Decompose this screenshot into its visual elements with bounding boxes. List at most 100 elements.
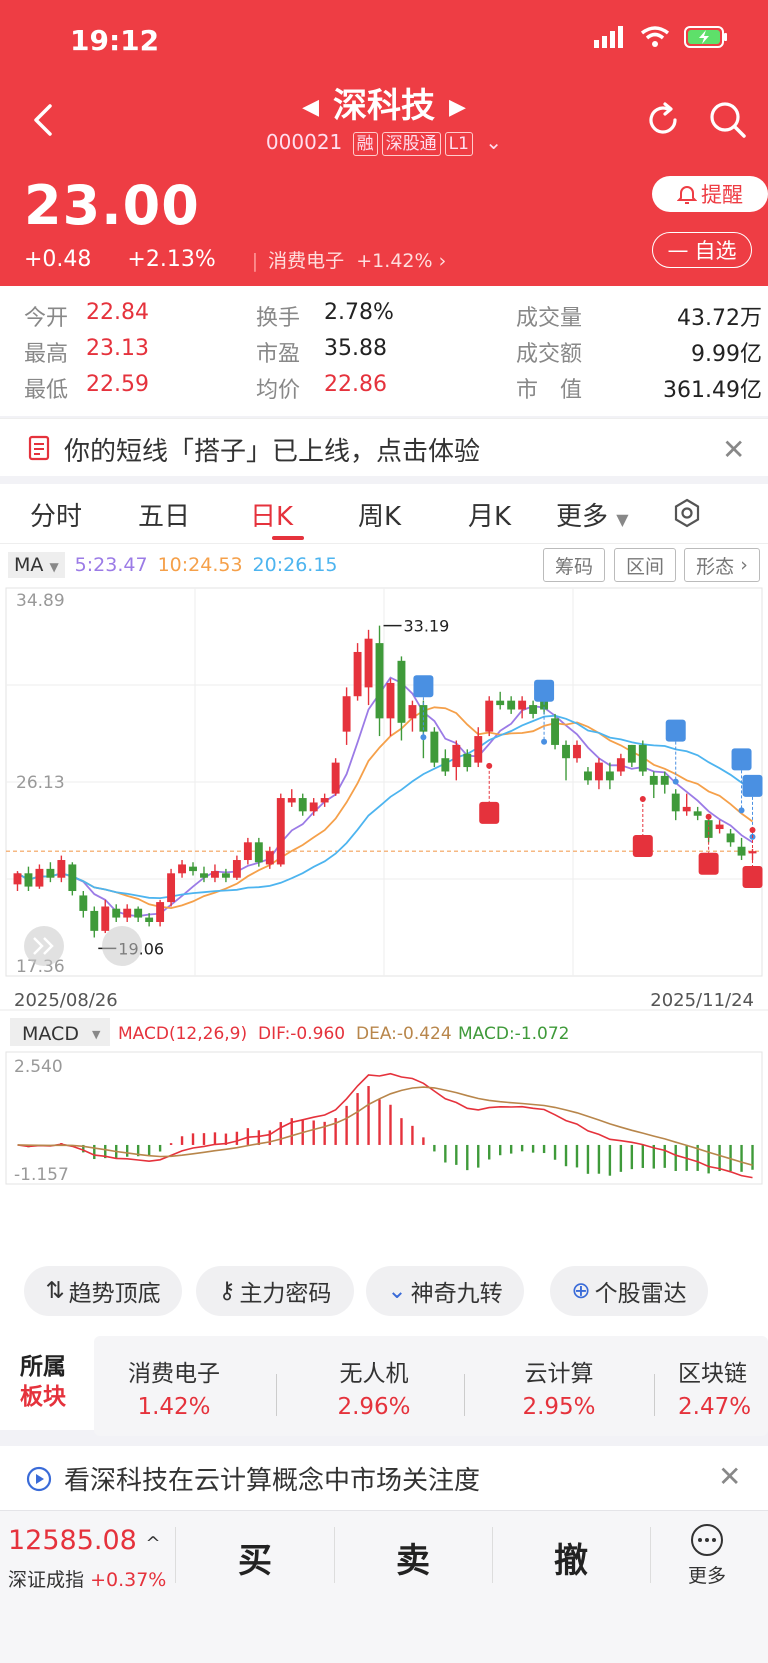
sell-signal-marker: [665, 719, 686, 742]
macd-selector-bg: [10, 1018, 110, 1046]
scroll-left-icon: [24, 926, 64, 966]
chips-button[interactable]: 筹码: [543, 548, 605, 582]
chart-tabs: 分时 五日 日K 周K 月K 更多 ▼: [0, 484, 768, 544]
stat-value: 43.72万: [677, 306, 762, 331]
settings-icon[interactable]: [672, 498, 702, 528]
tab-weekly-k[interactable]: 周K: [358, 502, 402, 532]
macd-params: MACD(12,26,9): [118, 1024, 247, 1044]
stock-radar-label: 个股雷达: [594, 1281, 687, 1307]
wifi-icon: [640, 26, 670, 47]
sector-item[interactable]: 无人机 2.96%: [294, 1354, 454, 1420]
candle-body: [474, 736, 483, 763]
ma-selector[interactable]: MA ▼: [8, 552, 65, 578]
stock-subtitle[interactable]: 000021 融深股通 L1 ⌄: [0, 130, 768, 156]
sector-item-name: 区块链: [678, 1361, 747, 1387]
candle-body: [167, 873, 176, 903]
stat-label: 成交量: [516, 306, 583, 331]
trend-top-bottom-button[interactable]: ⇅ 趋势顶底: [24, 1266, 182, 1316]
sector-item-name: 消费电子: [128, 1361, 220, 1387]
tab-daily-k[interactable]: 日K: [250, 502, 294, 532]
candle-body: [682, 806, 691, 812]
sector-label-line2: 板块: [20, 1384, 66, 1410]
tab-intraday[interactable]: 分时: [30, 502, 83, 532]
tab-more[interactable]: 更多 ▼: [556, 496, 629, 533]
index-ticker[interactable]: 12585.08 ^: [8, 1525, 161, 1556]
stat-item: 成交量 43.72万: [516, 300, 762, 332]
back-icon[interactable]: [24, 100, 64, 140]
search-icon[interactable]: [708, 100, 748, 140]
stat-item: 最低 22.59: [24, 372, 149, 404]
sector-link-change: +1.42%: [356, 250, 433, 272]
candle-body: [693, 811, 702, 816]
sector-item-name: 无人机: [339, 1361, 409, 1387]
sector-item[interactable]: 区块链 2.47%: [668, 1354, 768, 1420]
index-info[interactable]: 深证成指 +0.37%: [8, 1565, 166, 1592]
sector-item-pct: 1.42%: [137, 1394, 211, 1420]
candle-body: [616, 758, 625, 772]
main-force-button[interactable]: ⚷ 主力密码: [196, 1266, 354, 1316]
sector-item[interactable]: 云计算 2.95%: [479, 1354, 639, 1420]
candle-body: [463, 753, 472, 768]
ma-row: MA ▼ 5:23.47 10:24.53 20:26.15: [8, 548, 338, 582]
chart-area[interactable]: 34.8926.1317.3633.1919.062025/08/262025/…: [0, 544, 768, 1250]
attention-banner[interactable]: 看深科技在云计算概念中市场关注度 ✕: [0, 1446, 768, 1510]
sell-button[interactable]: 卖: [396, 1541, 430, 1581]
range-button[interactable]: 区间: [614, 548, 676, 582]
stats-panel[interactable]: 今开 22.84 换手 2.78% 成交量 43.72万 最高 23.13 市盈 35.88 成交额…: [0, 286, 768, 416]
candle-body: [254, 842, 263, 863]
checkmark-icon: ⌄: [387, 1278, 407, 1304]
kline-chart[interactable]: 34.8926.1317.3633.1919.062025/08/262025/…: [0, 544, 768, 1250]
buy-signal-dot: [749, 827, 756, 834]
tab-five-day[interactable]: 五日: [138, 502, 191, 532]
candle-body: [145, 917, 154, 922]
sector-link[interactable]: | 消费电子 +1.42% ›: [251, 250, 447, 272]
alert-button[interactable]: 提醒: [652, 176, 768, 212]
alert-label: 提醒: [701, 183, 743, 207]
buy-signal-dot: [705, 813, 712, 820]
close-icon[interactable]: ✕: [722, 433, 746, 466]
dea-line: [17, 1086, 753, 1166]
sector-item-pct: 2.96%: [337, 1394, 411, 1420]
candle-body: [243, 842, 252, 861]
candle-body: [79, 895, 88, 911]
change-row: +0.48 +2.13% | 消费电子 +1.42% ›: [24, 246, 446, 273]
buy-button[interactable]: 买: [238, 1541, 272, 1581]
buy-signal-dot: [486, 762, 493, 769]
tab-monthly-k[interactable]: 月K: [468, 502, 512, 532]
refresh-icon[interactable]: [645, 102, 681, 138]
candle-body: [518, 700, 527, 710]
sell-signal-dot: [420, 734, 427, 741]
chevron-up-icon: ^: [145, 1533, 161, 1554]
cancel-order-button[interactable]: 撤: [554, 1541, 588, 1581]
macd-dif: DIF:-0.960: [258, 1024, 345, 1044]
close-icon[interactable]: ✕: [718, 1460, 742, 1493]
ma5-value: 5:23.47: [74, 554, 148, 576]
buy-signal-marker: [632, 835, 653, 858]
stat-item: 市盈 35.88: [256, 336, 387, 368]
prev-stock-icon[interactable]: ◀: [302, 95, 319, 120]
promo-banner[interactable]: 你的短线「搭子」已上线，点击体验 ✕: [0, 418, 768, 476]
favorite-button[interactable]: — 自选: [652, 232, 752, 268]
more-button[interactable]: 更多: [688, 1523, 726, 1588]
magic-nine-button[interactable]: ⌄ 神奇九转: [366, 1266, 524, 1316]
candle-body: [24, 873, 33, 887]
stat-value: 2.78%: [324, 300, 394, 325]
chevron-down-icon[interactable]: ⌄: [485, 130, 503, 154]
pattern-button[interactable]: 形态 ›: [684, 548, 760, 582]
stock-radar-button[interactable]: ⊕ 个股雷达: [550, 1266, 708, 1316]
favorite-label: 自选: [694, 239, 737, 263]
sector-list[interactable]: 消费电子 1.42% 无人机 2.96% 云计算 2.95% 区块链 2.47%: [94, 1336, 768, 1436]
next-stock-icon[interactable]: ▶: [449, 95, 466, 120]
status-icons: [594, 26, 728, 48]
sell-signal-marker: [413, 675, 434, 698]
divider: [492, 1527, 493, 1583]
candle-body: [386, 682, 395, 719]
stat-label: 最高: [24, 342, 69, 367]
divider: [175, 1527, 176, 1583]
stat-item: 均价 22.86: [256, 372, 387, 404]
candle-body: [189, 866, 197, 872]
sector-item[interactable]: 消费电子 1.42%: [94, 1354, 254, 1420]
bell-icon: [677, 186, 697, 204]
stat-label: 市 值: [516, 378, 583, 403]
sector-label-line1: 所属: [20, 1354, 66, 1380]
